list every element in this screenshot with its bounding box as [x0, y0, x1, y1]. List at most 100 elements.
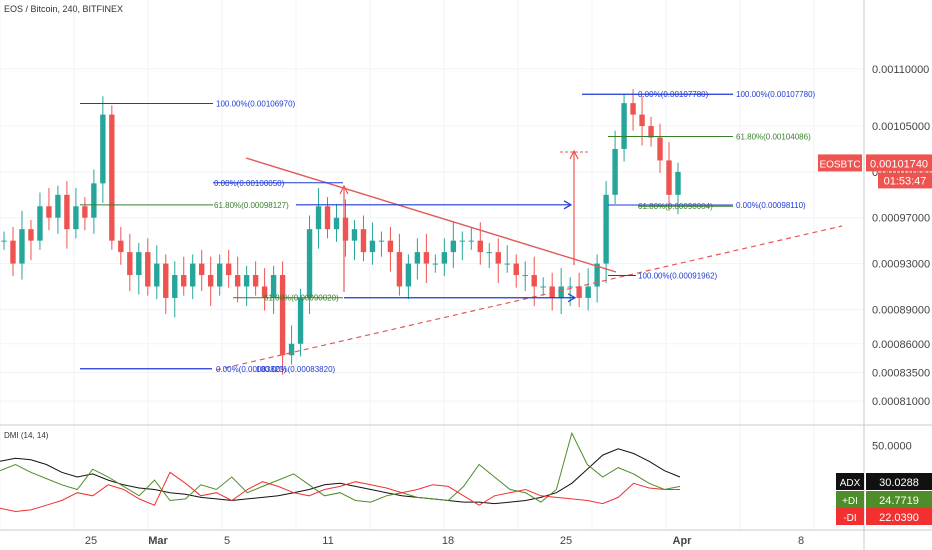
candle-body [531, 275, 537, 287]
candle-body [657, 137, 663, 161]
x-tick-label: 25 [560, 535, 572, 547]
fib-level-label: 100.00%(0.00107780) [736, 90, 816, 99]
candle-body [163, 263, 169, 298]
y-tick-label: 0.00097000 [872, 213, 930, 225]
candle-body [630, 103, 636, 115]
countdown-badge-text: 01:53:47 [884, 175, 927, 187]
y-tick-label: 0.00110000 [872, 64, 929, 76]
dmi-series-ADX [0, 448, 681, 505]
arrow-head [569, 149, 579, 160]
candle-body [639, 114, 645, 127]
candle-body [199, 263, 205, 276]
candle-body [315, 206, 322, 230]
candle-body [621, 103, 627, 149]
candle-body [181, 275, 187, 287]
candle-body [19, 229, 25, 264]
candle-body [378, 240, 385, 242]
arrow-head [567, 293, 577, 303]
candle-body [666, 160, 672, 195]
candle-body [540, 286, 546, 288]
candle-body [612, 148, 618, 195]
candle-body [109, 114, 115, 241]
candle-body [207, 275, 214, 287]
candle-body [91, 183, 97, 218]
candle-body [37, 206, 43, 241]
dmi-label-badge [836, 473, 864, 490]
candle-body [594, 263, 600, 287]
y-tick-label: 0.00093000 [872, 259, 930, 271]
candle-body [243, 275, 250, 287]
candle-body [450, 240, 457, 253]
fib-level-label: 61.80%(0.00104086) [736, 133, 811, 142]
fib-level-label: 0.00%(0.00100050) [214, 179, 285, 188]
candle-body [387, 240, 394, 253]
candle-body [513, 263, 519, 276]
candle-body [306, 229, 313, 298]
candle-body [351, 229, 358, 241]
candle-body [73, 206, 79, 230]
candle-body [360, 229, 367, 253]
x-tick-label: 11 [322, 535, 333, 547]
candle-body [342, 217, 349, 241]
candle-body [333, 217, 340, 230]
candle-body [675, 171, 681, 195]
dmi-series-+DI [0, 431, 681, 503]
candle-body [118, 240, 124, 253]
chart-title: EOS / Bitcoin, 240, BITFINEX [4, 4, 124, 14]
fib-level-label: 61.80%(0.00098004) [638, 202, 713, 211]
candle-body [405, 263, 412, 287]
candle-body [252, 275, 259, 287]
candle-body [100, 114, 106, 184]
dmi-label-badge [836, 508, 864, 525]
candle-body [603, 194, 609, 264]
x-tick-label: 18 [442, 535, 454, 547]
candle-body [324, 206, 331, 230]
dmi-series--DI [0, 471, 680, 513]
candle-body [558, 286, 564, 298]
x-tick-label: 5 [224, 535, 230, 547]
candle-body [145, 252, 151, 287]
candle-body [648, 126, 654, 138]
candle-body [225, 263, 232, 276]
dmi-label-badge [836, 491, 864, 508]
dmi-value-badge [866, 508, 932, 525]
fib-level-label: 61.80%(0.00098127) [214, 201, 289, 210]
x-tick-label: 25 [85, 535, 97, 547]
y-tick-label: 0.00083500 [872, 367, 930, 379]
dmi-value-text: 22.0390 [879, 512, 919, 524]
dmi-label-text: +DI [842, 496, 858, 507]
candle-body [504, 263, 510, 265]
arrow-head [339, 184, 349, 195]
candle-body [585, 286, 591, 298]
dmi-y-tick-label: 50.0000 [872, 441, 912, 453]
dmi-value-badge [866, 473, 932, 490]
price-badge [866, 154, 932, 172]
candle-body [82, 206, 88, 218]
y-tick-label: 0.00086000 [872, 339, 930, 351]
ascending-trendline [215, 225, 843, 371]
candle-body [279, 275, 286, 356]
candle-body [64, 194, 70, 230]
candle-body [190, 263, 196, 287]
symbol-badge-text: EOSBTC [819, 159, 860, 170]
candle-body [576, 286, 582, 298]
candle-body [495, 252, 501, 264]
dmi-label-text: ADX [840, 478, 861, 489]
x-tick-label: Mar [148, 535, 168, 547]
candle-body [441, 252, 448, 264]
fib-level-label: 100.00%(0.00083820) [256, 365, 336, 374]
candle-body [288, 343, 295, 356]
dmi-value-text: 30.0288 [879, 477, 919, 489]
x-tick-label: 8 [798, 535, 804, 547]
candle-body [10, 240, 16, 264]
dmi-value-badge [866, 491, 932, 508]
candle-body [234, 275, 241, 287]
candle-body [136, 252, 142, 276]
price-badge-text: 0.00101740 [870, 158, 928, 170]
fib-level-label: 61.80%(0.00090020) [264, 294, 339, 303]
candle-body [459, 240, 466, 242]
fib-level-label: 0.00%(0.00083820) [216, 365, 287, 374]
candle-body [567, 286, 573, 288]
dmi-value-text: 24.7719 [879, 495, 919, 507]
